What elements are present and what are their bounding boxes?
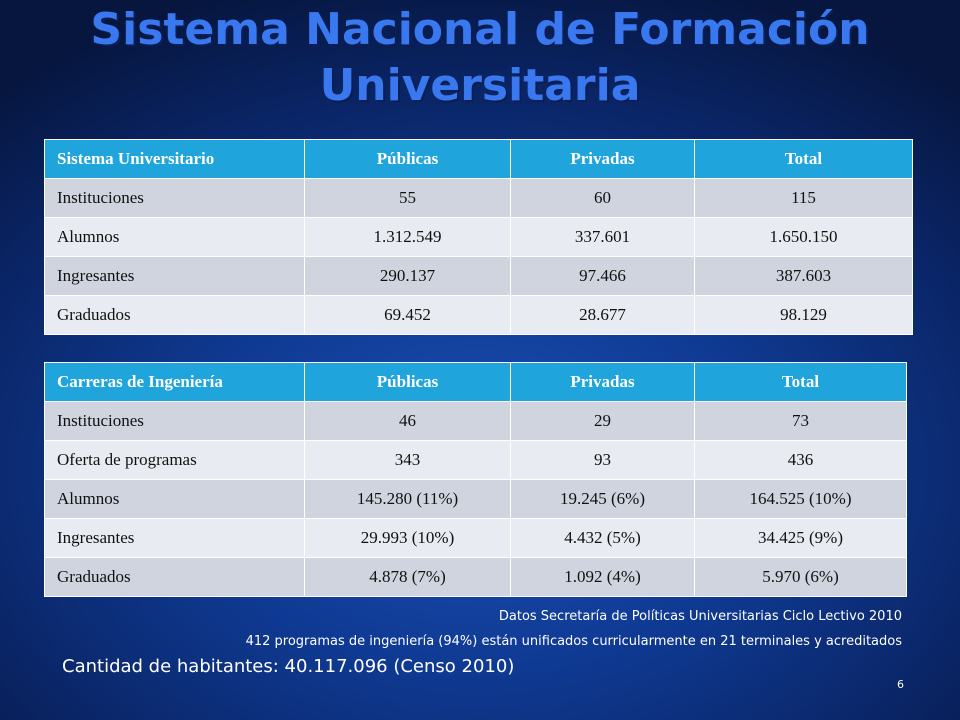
table-row: Graduados 69.452 28.677 98.129: [44, 295, 913, 335]
page-number: 6: [897, 678, 904, 691]
table-cell: 29: [510, 401, 695, 441]
table-cell: 93: [510, 440, 695, 480]
row-label: Graduados: [44, 557, 305, 597]
column-header: Públicas: [304, 139, 511, 179]
source-note: Datos Secretaría de Políticas Universita…: [498, 609, 902, 624]
census-note: Cantidad de habitantes: 40.117.096 (Cens…: [62, 656, 515, 677]
table-row: Instituciones 55 60 115: [44, 178, 913, 218]
table-cell: 4.878 (7%): [304, 557, 511, 597]
row-label: Ingresantes: [44, 256, 305, 296]
row-label: Instituciones: [44, 178, 305, 218]
row-label: Alumnos: [44, 479, 305, 519]
column-header: Total: [694, 139, 913, 179]
column-header: Privadas: [510, 139, 695, 179]
table-cell: 4.432 (5%): [510, 518, 695, 558]
table-cell: 1.312.549: [304, 217, 511, 257]
column-header: Total: [694, 362, 907, 402]
table-row: Instituciones 46 29 73: [44, 401, 907, 441]
table-row: Graduados 4.878 (7%) 1.092 (4%) 5.970 (6…: [44, 557, 907, 597]
row-label: Graduados: [44, 295, 305, 335]
table-header-row: Carreras de Ingeniería Públicas Privadas…: [44, 362, 907, 402]
slide-title-line1: Sistema Nacional de Formación: [90, 4, 870, 55]
table-row: Ingresantes 290.137 97.466 387.603: [44, 256, 913, 296]
table-cell: 69.452: [304, 295, 511, 335]
table-row: Alumnos 145.280 (11%) 19.245 (6%) 164.52…: [44, 479, 907, 519]
column-header: Públicas: [304, 362, 511, 402]
row-label: Oferta de programas: [44, 440, 305, 480]
engineering-careers-table: Carreras de Ingeniería Públicas Privadas…: [44, 362, 907, 597]
row-label: Ingresantes: [44, 518, 305, 558]
university-system-table: Sistema Universitario Públicas Privadas …: [44, 139, 913, 335]
table-cell: 28.677: [510, 295, 695, 335]
programs-note: 412 programas de ingeniería (94%) están …: [245, 634, 902, 649]
table-header-row: Sistema Universitario Públicas Privadas …: [44, 139, 913, 179]
slide-title: Sistema Nacional de Formación Universita…: [0, 2, 960, 114]
table-row: Oferta de programas 343 93 436: [44, 440, 907, 480]
table-cell: 46: [304, 401, 511, 441]
table-cell: 60: [510, 178, 695, 218]
table-cell: 145.280 (11%): [304, 479, 511, 519]
table-cell: 73: [694, 401, 907, 441]
column-header: Sistema Universitario: [44, 139, 305, 179]
table-cell: 436: [694, 440, 907, 480]
table-cell: 164.525 (10%): [694, 479, 907, 519]
table-cell: 55: [304, 178, 511, 218]
table-cell: 115: [694, 178, 913, 218]
table-cell: 387.603: [694, 256, 913, 296]
table-cell: 1.092 (4%): [510, 557, 695, 597]
row-label: Alumnos: [44, 217, 305, 257]
table-cell: 98.129: [694, 295, 913, 335]
table-cell: 337.601: [510, 217, 695, 257]
table-cell: 290.137: [304, 256, 511, 296]
table-row: Ingresantes 29.993 (10%) 4.432 (5%) 34.4…: [44, 518, 907, 558]
table-cell: 97.466: [510, 256, 695, 296]
table-cell: 19.245 (6%): [510, 479, 695, 519]
table-cell: 343: [304, 440, 511, 480]
slide-title-line2: Universitaria: [319, 60, 641, 111]
column-header: Privadas: [510, 362, 695, 402]
column-header: Carreras de Ingeniería: [44, 362, 305, 402]
table-cell: 5.970 (6%): [694, 557, 907, 597]
table-row: Alumnos 1.312.549 337.601 1.650.150: [44, 217, 913, 257]
row-label: Instituciones: [44, 401, 305, 441]
table-cell: 29.993 (10%): [304, 518, 511, 558]
table-cell: 1.650.150: [694, 217, 913, 257]
table-cell: 34.425 (9%): [694, 518, 907, 558]
